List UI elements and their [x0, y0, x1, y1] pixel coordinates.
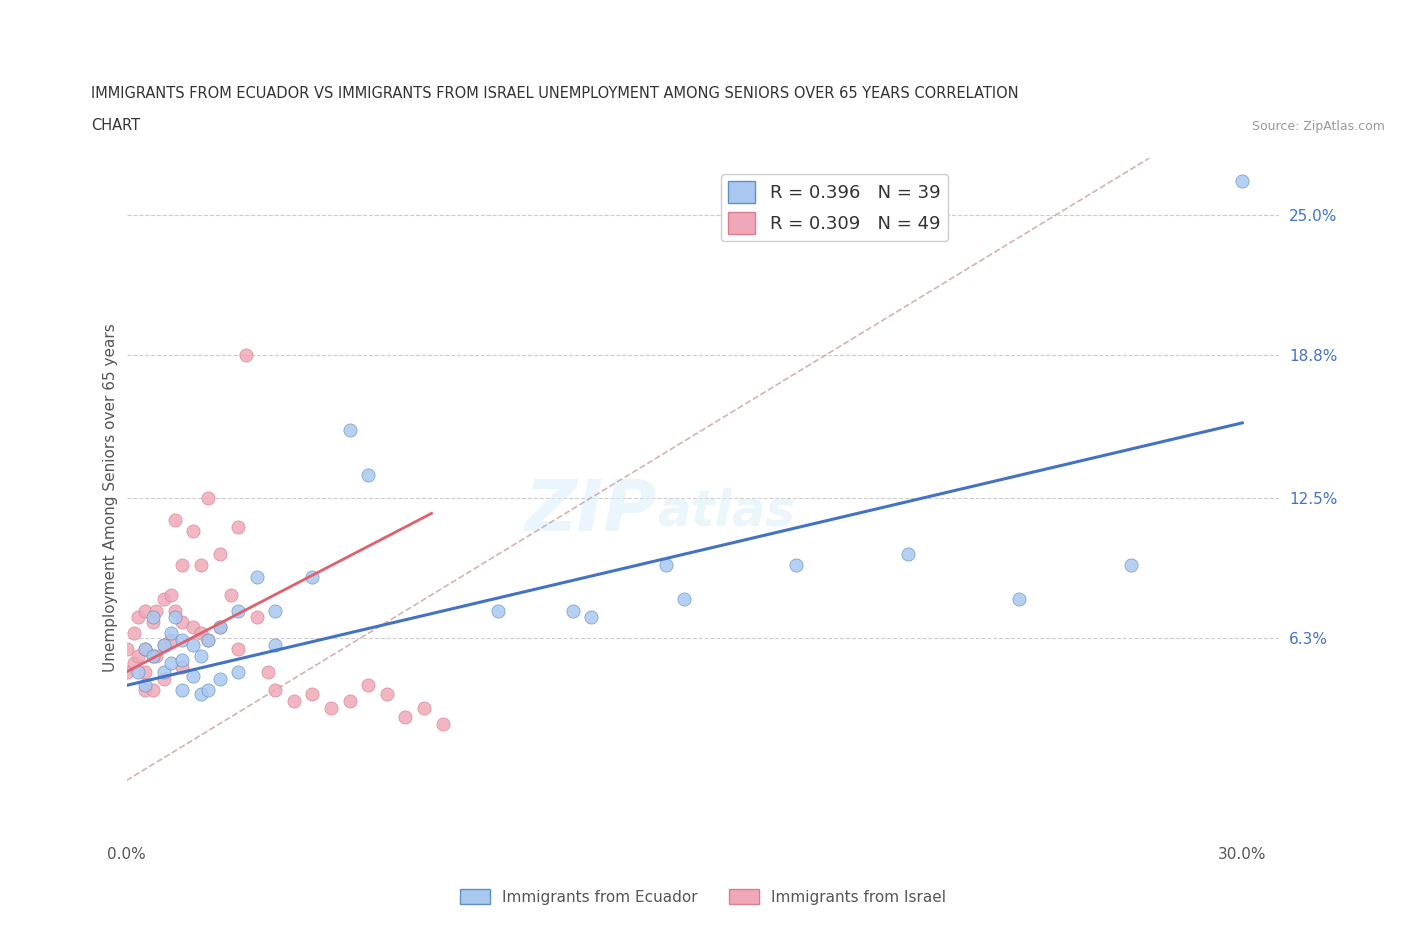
Point — [264, 683, 287, 698]
Point — [264, 637, 287, 652]
Point — [183, 525, 205, 539]
Point — [197, 683, 219, 698]
Point — [581, 610, 603, 625]
Point — [163, 610, 186, 625]
Point — [208, 619, 231, 634]
Point — [1119, 558, 1142, 573]
Point — [172, 683, 194, 698]
Text: Source: ZipAtlas.com: Source: ZipAtlas.com — [1251, 120, 1385, 133]
Point — [257, 664, 280, 679]
Text: ZIP: ZIP — [524, 477, 657, 546]
Point — [339, 422, 361, 437]
Point — [488, 604, 510, 618]
Point — [673, 592, 696, 607]
Point — [134, 604, 156, 618]
Point — [152, 637, 174, 652]
Point — [183, 619, 205, 634]
Point — [163, 604, 186, 618]
Point — [226, 642, 249, 657]
Point — [152, 637, 174, 652]
Point — [172, 558, 194, 573]
Point — [152, 592, 174, 607]
Point — [160, 588, 183, 603]
Point — [264, 604, 287, 618]
Point — [357, 468, 380, 483]
Point — [115, 642, 138, 657]
Point — [190, 626, 212, 641]
Point — [190, 687, 212, 702]
Point — [319, 700, 342, 715]
Point — [226, 520, 249, 535]
Legend: Immigrants from Ecuador, Immigrants from Israel: Immigrants from Ecuador, Immigrants from… — [454, 883, 952, 910]
Point — [142, 648, 165, 663]
Text: IMMIGRANTS FROM ECUADOR VS IMMIGRANTS FROM ISRAEL UNEMPLOYMENT AMONG SENIORS OVE: IMMIGRANTS FROM ECUADOR VS IMMIGRANTS FR… — [91, 86, 1019, 100]
Point — [394, 710, 416, 724]
Point — [134, 678, 156, 693]
Point — [160, 626, 183, 641]
Point — [235, 348, 257, 363]
Point — [172, 615, 194, 630]
Text: CHART: CHART — [91, 118, 141, 133]
Point — [226, 664, 249, 679]
Point — [208, 547, 231, 562]
Point — [413, 700, 436, 715]
Point — [127, 664, 149, 679]
Point — [183, 669, 205, 684]
Y-axis label: Unemployment Among Seniors over 65 years: Unemployment Among Seniors over 65 years — [103, 324, 118, 671]
Point — [134, 664, 156, 679]
Point — [142, 648, 165, 663]
Point — [301, 687, 323, 702]
Point — [145, 648, 167, 663]
Point — [172, 653, 194, 668]
Point — [197, 632, 219, 647]
Point — [208, 671, 231, 686]
Point — [127, 610, 149, 625]
Point — [357, 678, 380, 693]
Point — [172, 660, 194, 675]
Point — [246, 569, 269, 584]
Point — [142, 615, 165, 630]
Point — [134, 642, 156, 657]
Point — [134, 642, 156, 657]
Point — [122, 656, 145, 671]
Point — [134, 683, 156, 698]
Point — [152, 671, 174, 686]
Point — [152, 664, 174, 679]
Point — [561, 604, 583, 618]
Point — [208, 619, 231, 634]
Point — [190, 648, 212, 663]
Point — [785, 558, 807, 573]
Point — [160, 656, 183, 671]
Point — [1008, 592, 1031, 607]
Point — [190, 558, 212, 573]
Point — [142, 683, 165, 698]
Point — [122, 626, 145, 641]
Point — [655, 558, 678, 573]
Point — [172, 632, 194, 647]
Point — [197, 490, 219, 505]
Point — [197, 632, 219, 647]
Point — [115, 664, 138, 679]
Point — [127, 648, 149, 663]
Point — [145, 604, 167, 618]
Point — [226, 604, 249, 618]
Point — [896, 547, 918, 562]
Point — [339, 694, 361, 709]
Point — [283, 694, 305, 709]
Point — [163, 512, 186, 527]
Point — [160, 632, 183, 647]
Point — [246, 610, 269, 625]
Point — [183, 637, 205, 652]
Point — [375, 687, 398, 702]
Point — [432, 716, 454, 731]
Point — [142, 610, 165, 625]
Text: atlas: atlas — [657, 487, 796, 535]
Point — [219, 588, 242, 603]
Point — [1232, 173, 1254, 188]
Point — [301, 569, 323, 584]
